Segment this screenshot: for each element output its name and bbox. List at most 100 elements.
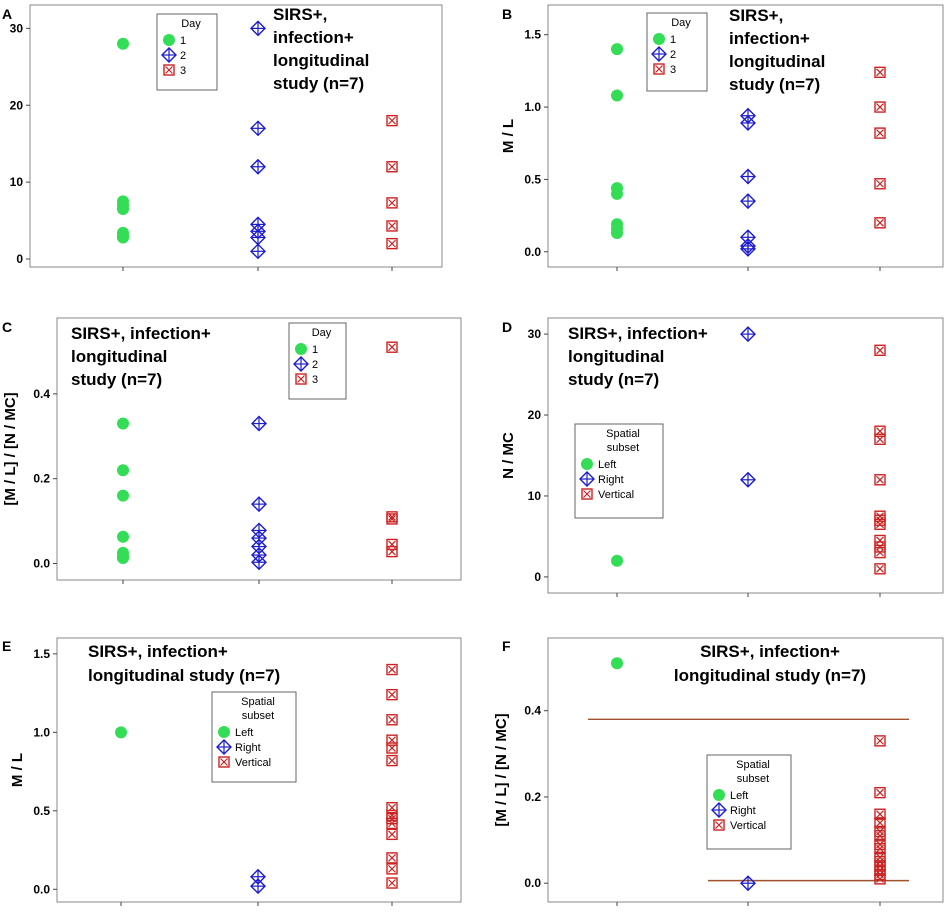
- y-axis-label: M / L: [500, 119, 517, 153]
- legend-marker: [713, 789, 725, 801]
- legend-box: [706, 754, 792, 850]
- y-tick-label: 0.0: [33, 882, 50, 896]
- plot-frame: [56, 637, 462, 903]
- y-tick-label: 0.0: [33, 557, 50, 571]
- y-tick-label: 0.2: [524, 790, 541, 804]
- data-point-diamond: [740, 240, 756, 257]
- legend-entry: Left: [235, 727, 253, 739]
- panel-letter: A: [2, 6, 12, 22]
- chart-title-line: SIRS+,: [729, 6, 783, 25]
- data-point-box: [386, 828, 398, 841]
- data-point-box: [386, 817, 398, 830]
- data-point-box: [386, 197, 398, 209]
- data-point-box: [874, 817, 886, 829]
- chart-title-line: study (n=7): [71, 370, 162, 389]
- legend-entry: Right: [235, 742, 261, 754]
- y-tick-label: 1.5: [33, 647, 50, 661]
- chart-title-line: study (n=7): [273, 74, 364, 93]
- data-point-dot: [117, 37, 129, 50]
- legend-marker: [218, 726, 230, 738]
- y-tick-label: 0.4: [524, 704, 541, 718]
- panel-letter: B: [502, 6, 512, 22]
- legend-marker: [713, 819, 725, 831]
- chart-title-line: SIRS+,: [273, 5, 327, 24]
- legend-entry: Vertical: [730, 820, 766, 832]
- y-axis-label: N / MC: [500, 432, 517, 479]
- legend-box: [288, 322, 347, 400]
- data-point-box: [386, 863, 398, 875]
- legend-title: Spatial: [241, 696, 275, 708]
- chart-title-line: longitudinal: [568, 347, 664, 366]
- data-point-box: [386, 742, 398, 754]
- data-point-box: [386, 852, 398, 864]
- plot-frame: [547, 637, 944, 903]
- legend-title: subset: [607, 442, 639, 454]
- data-point-diamond: [740, 471, 756, 488]
- data-point-diamond: [250, 20, 266, 37]
- data-point-box: [874, 735, 886, 747]
- legend-entry: 3: [312, 374, 318, 386]
- y-tick-label: 1.5: [524, 28, 541, 42]
- data-point-dot: [611, 43, 623, 56]
- legend-entry: 2: [180, 50, 186, 62]
- data-point-diamond: [740, 875, 756, 892]
- chart-title-line: longitudinal: [71, 347, 167, 366]
- legend-marker: [579, 471, 595, 487]
- legend-marker: [163, 34, 175, 46]
- data-point-box: [874, 433, 886, 446]
- y-tick-label: 0.0: [524, 245, 541, 259]
- y-tick-label: 0.5: [524, 172, 541, 186]
- data-point-box: [386, 237, 398, 250]
- chart-title-line: SIRS+, infection+: [88, 642, 228, 661]
- data-point-dot: [117, 231, 129, 244]
- data-point-box: [386, 114, 398, 127]
- legend-entry: 3: [180, 65, 186, 77]
- legend-marker: [653, 63, 665, 75]
- data-point-dot: [117, 489, 129, 502]
- panel-e: E 0.0 0.5 1.0 1.5 M / L SIRS+, infection+ longi…: [2, 637, 462, 906]
- legend-marker: [581, 458, 593, 470]
- legend-box: [156, 13, 218, 91]
- chart-title-line: longitudinal study (n=7): [674, 666, 866, 685]
- data-point-dot: [115, 726, 127, 739]
- data-point-box: [386, 161, 398, 173]
- data-point-box: [874, 873, 886, 885]
- data-point-diamond: [740, 168, 756, 185]
- y-tick-label: 0: [534, 570, 541, 584]
- chart-title-line: infection+: [729, 29, 810, 48]
- plot-frame: [29, 4, 443, 268]
- legend-title: Spatial: [606, 428, 640, 440]
- legend-marker: [293, 356, 309, 372]
- legend-marker: [653, 33, 665, 45]
- legend-title: subset: [242, 710, 274, 722]
- chart-title-line: SIRS+, infection+: [71, 324, 211, 343]
- legend-title: Day: [671, 17, 691, 29]
- y-axis-label: [M / L] / [N / MC]: [493, 713, 510, 826]
- data-point-dot: [117, 464, 129, 477]
- plot-frame: [547, 4, 944, 268]
- data-point-dot: [611, 657, 623, 670]
- y-tick-label: 0.2: [33, 472, 50, 486]
- legend-marker: [711, 802, 727, 818]
- y-tick-label: 0.0: [524, 876, 541, 890]
- legend-marker: [295, 343, 307, 355]
- data-point-box: [874, 830, 886, 842]
- data-point-box: [874, 546, 886, 559]
- legend-marker: [651, 46, 667, 62]
- panel-d: D 0 10 20 30 N / MC SIRS+, infection+ longitudi…: [500, 317, 944, 597]
- data-point-box: [874, 66, 886, 79]
- y-tick-label: 30: [10, 21, 24, 35]
- chart-title-line: infection+: [273, 28, 354, 47]
- legend: Spatial subset Left Right Vertical: [574, 423, 664, 519]
- legend: Spatial subset Left Right Vertical: [706, 754, 792, 850]
- y-tick-label: 0: [16, 252, 23, 266]
- plot-frame: [547, 317, 944, 594]
- data-point-diamond: [250, 120, 266, 137]
- data-point-box: [386, 688, 398, 701]
- legend: Day 1 2 3: [156, 13, 218, 91]
- legend: Spatial subset Left Right Vertical: [211, 691, 297, 783]
- legend-entry: Right: [730, 805, 756, 817]
- data-point-box: [874, 127, 886, 139]
- y-tick-label: 1.0: [33, 725, 50, 739]
- legend-marker: [216, 739, 232, 755]
